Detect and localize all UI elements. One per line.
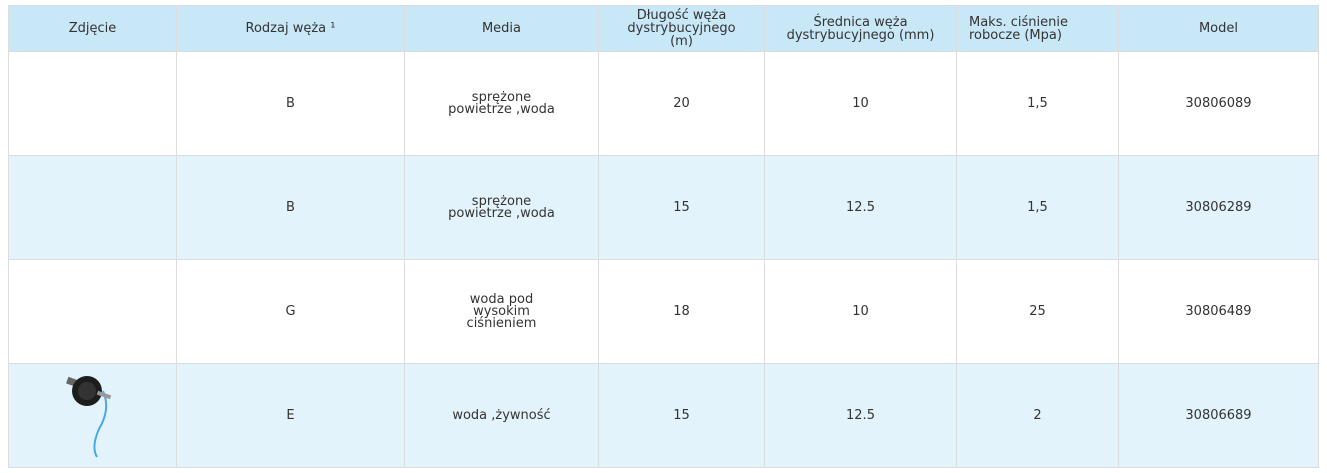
media-cell: sprężone powietrze ,woda [405, 52, 599, 156]
type-cell: B [177, 156, 405, 260]
header-cell: Media [405, 6, 599, 52]
header-row: Zdjęcie Rodzaj węża ¹ Media Długość węża… [9, 6, 1319, 52]
product-table: Zdjęcie Rodzaj węża ¹ Media Długość węża… [8, 5, 1319, 468]
diameter-cell: 10 [765, 52, 957, 156]
length-cell: 15 [599, 364, 765, 468]
length-cell: 20 [599, 52, 765, 156]
type-cell: B [177, 52, 405, 156]
header-cell: Długość węża dystrybucyjnego (m) [599, 6, 765, 52]
diameter-cell: 10 [765, 260, 957, 364]
page: Zdjęcie Rodzaj węża ¹ Media Długość węża… [0, 0, 1327, 473]
media-cell: woda ,żywność [405, 364, 599, 468]
header-cell: Średnica węża dystrybucyjnego (mm) [765, 6, 957, 52]
model-cell: 30806489 [1119, 260, 1319, 364]
model-cell: 30806089 [1119, 52, 1319, 156]
pressure-cell: 2 [957, 364, 1119, 468]
diameter-cell: 12.5 [765, 156, 957, 260]
pressure-cell: 25 [957, 260, 1119, 364]
image-cell [9, 364, 177, 468]
type-cell: G [177, 260, 405, 364]
header-cell: Rodzaj węża ¹ [177, 6, 405, 52]
model-cell: 30806289 [1119, 156, 1319, 260]
type-cell: E [177, 364, 405, 468]
product-image [63, 369, 123, 459]
length-cell: 15 [599, 156, 765, 260]
pressure-cell: 1,5 [957, 156, 1119, 260]
length-cell: 18 [599, 260, 765, 364]
media-cell: woda pod wysokim ciśnieniem [405, 260, 599, 364]
model-cell: 30806689 [1119, 364, 1319, 468]
image-cell [9, 260, 177, 364]
header-cell: Maks. ciśnienie robocze (Mpa) [957, 6, 1119, 52]
pressure-cell: 1,5 [957, 52, 1119, 156]
diameter-cell: 12.5 [765, 364, 957, 468]
image-cell [9, 156, 177, 260]
media-cell: sprężone powietrze ,woda [405, 156, 599, 260]
header-cell: Model [1119, 6, 1319, 52]
image-cell [9, 52, 177, 156]
header-cell: Zdjęcie [9, 6, 177, 52]
